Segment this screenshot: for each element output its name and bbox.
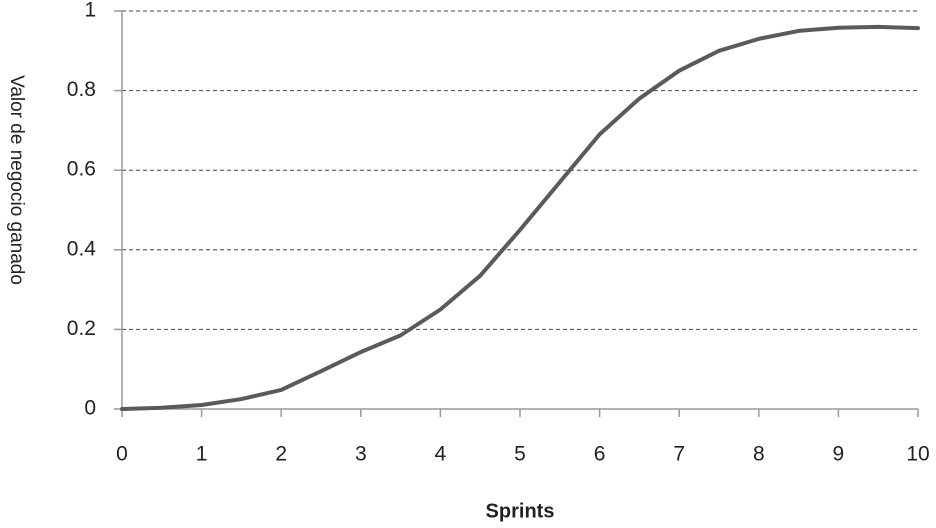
x-tick-label: 7 <box>673 443 685 466</box>
x-axis-label: Sprints <box>486 500 555 522</box>
x-tick-label: 2 <box>275 443 287 466</box>
x-tick-label: 9 <box>833 443 845 466</box>
x-tick-label: 5 <box>514 443 526 466</box>
y-tick-label: 0 <box>84 397 96 420</box>
x-tick-label: 6 <box>594 443 606 466</box>
y-tick-label: 0.2 <box>67 317 96 340</box>
y-tick-label: 0.8 <box>67 78 96 101</box>
x-tick-label: 3 <box>355 443 367 466</box>
x-tick-label: 4 <box>435 443 447 466</box>
y-tick-label: 0.6 <box>67 158 96 181</box>
y-tick-label: 1 <box>84 0 96 22</box>
x-tick-label: 0 <box>116 443 128 466</box>
y-tick-label: 0.4 <box>67 237 97 260</box>
x-tick-label: 8 <box>753 443 765 466</box>
x-tick-label: 10 <box>906 443 929 466</box>
x-tick-label: 1 <box>196 443 208 466</box>
data-line <box>120 24 920 411</box>
y-axis-label: Valor de negocio ganado <box>6 75 27 285</box>
